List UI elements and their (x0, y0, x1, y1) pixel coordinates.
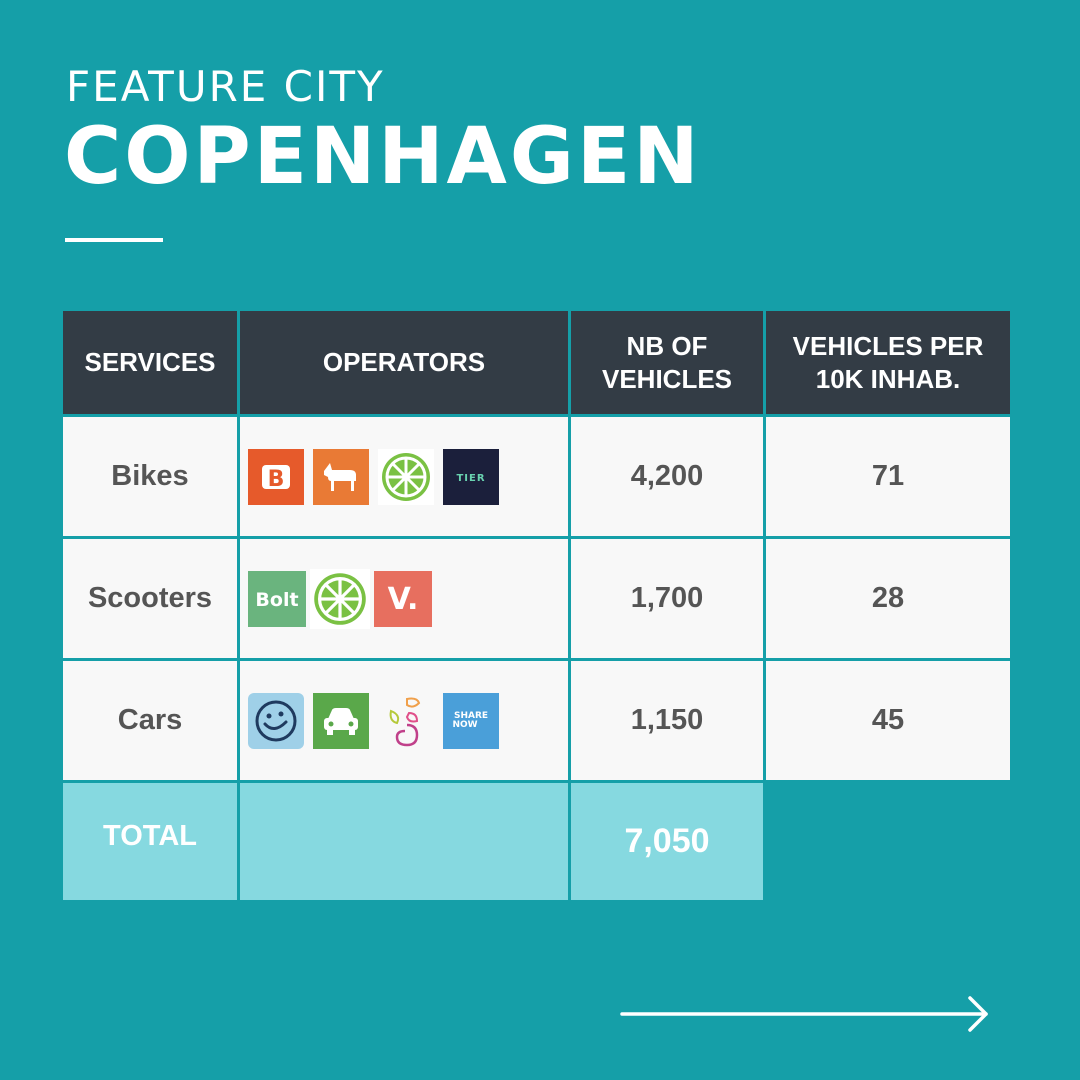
table-total-row: TOTAL 7,050 (63, 783, 1010, 903)
bycyklen-b-logo-icon: B (248, 448, 304, 505)
car-logo-icon (313, 692, 369, 749)
per-10k-value: 28 (766, 539, 1010, 661)
operators-cell: B (240, 417, 571, 539)
service-name: Scooters (63, 539, 240, 661)
voi-logo-text: V. (388, 582, 419, 617)
table-header-row: SERVICES OPERATORS NB OF VEHICLES VEHICL… (63, 311, 1010, 417)
smiley-logo-icon (248, 692, 304, 749)
logo-b-text: B (268, 467, 285, 492)
table-row: Cars (63, 661, 1010, 783)
service-name: Bikes (63, 417, 240, 539)
share-now-logo-icon: SHARE NOW (443, 692, 499, 749)
voi-logo-icon: V. (374, 570, 432, 627)
header-services: SERVICES (63, 311, 240, 417)
share-now-text-line1: SHARE (454, 711, 488, 721)
header-per-line1: VEHICLES PER (792, 330, 984, 361)
total-label: TOTAL (63, 783, 240, 903)
vehicle-count: 4,200 (571, 417, 766, 539)
feature-kicker: FEATURE CITY (66, 62, 385, 111)
tier-logo-text: TIER (456, 473, 485, 484)
table-row: Bikes B (63, 417, 1010, 539)
vehicle-count: 1,150 (571, 661, 766, 783)
header-nb-vehicles: NB OF VEHICLES (571, 311, 766, 417)
share-now-text-line2: NOW (452, 720, 477, 730)
header-nb-line2: VEHICLES (601, 363, 733, 394)
total-vehicle-count: 7,050 (571, 783, 766, 903)
bolt-logo-text: Bolt (255, 589, 298, 611)
lime-wheel-logo-icon (378, 448, 434, 505)
city-title: COPENHAGEN (64, 112, 702, 202)
header-nb-line1: NB OF (626, 330, 708, 361)
lime-wheel-logo-icon (310, 568, 370, 629)
header-per-line2: 10K INHAB. (815, 363, 961, 394)
title-divider (65, 238, 163, 242)
operators-cell: Bolt (240, 539, 571, 661)
per-10k-value: 45 (766, 661, 1010, 783)
arrow-right-icon[interactable] (620, 994, 992, 1039)
donkey-republic-logo-icon (313, 448, 369, 505)
vehicle-count: 1,700 (571, 539, 766, 661)
total-empty-cell (766, 783, 1010, 903)
per-10k-value: 71 (766, 417, 1010, 539)
header-per-10k: VEHICLES PER 10K INHAB. (766, 311, 1010, 417)
tier-logo-icon: TIER (443, 448, 499, 505)
bolt-logo-icon: Bolt (248, 570, 306, 627)
operators-cell: SHARE NOW (240, 661, 571, 783)
header-operators: OPERATORS (240, 311, 571, 417)
table-row: Scooters Bolt (63, 539, 1010, 661)
leaf-logo-icon (378, 692, 434, 749)
service-name: Cars (63, 661, 240, 783)
total-operators-empty (240, 783, 571, 903)
mobility-table: SERVICES OPERATORS NB OF VEHICLES VEHICL… (63, 311, 1010, 903)
